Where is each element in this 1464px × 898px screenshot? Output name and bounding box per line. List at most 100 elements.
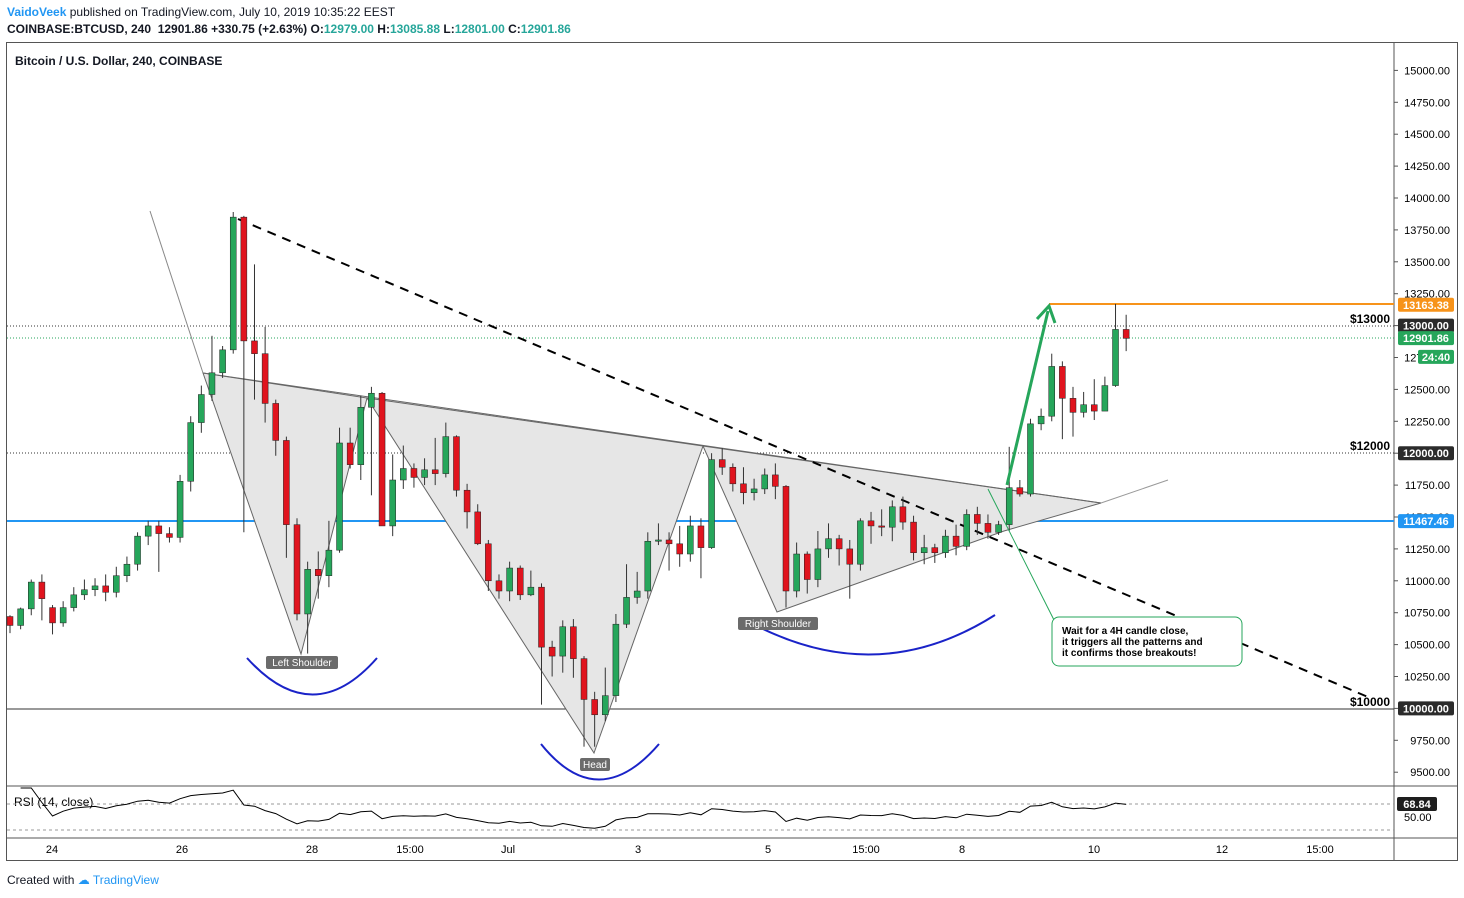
candle-body: [974, 514, 981, 524]
candle-body: [804, 553, 811, 580]
candle: [208, 335, 216, 401]
candle: [17, 607, 24, 630]
candle: [633, 571, 641, 604]
candle: [665, 532, 673, 571]
candle: [1005, 446, 1013, 532]
chart-frame: [6, 42, 1458, 861]
candle-body: [825, 538, 832, 550]
price-tag-label: 12000.00: [1403, 448, 1449, 460]
candle-body: [772, 474, 779, 487]
candle: [70, 587, 78, 612]
candle-body: [70, 594, 78, 608]
breakout-arrow-head: [1035, 303, 1057, 324]
candle-body: [59, 607, 67, 624]
candle-body: [1037, 415, 1045, 425]
candle-body: [113, 575, 120, 593]
close-label: C:: [508, 22, 521, 36]
candle: [516, 565, 524, 600]
annotation-pointer: [987, 488, 1055, 621]
candle: [261, 326, 269, 423]
annotation-box: [1051, 616, 1243, 667]
candle-body: [1048, 366, 1055, 417]
y-tick-label: 14000.00: [1404, 193, 1450, 205]
candle-body: [963, 514, 970, 547]
high-value: 13085.88: [389, 22, 441, 36]
close-value: 12901.86: [520, 22, 571, 36]
candle-body: [676, 543, 683, 555]
candle: [187, 416, 194, 492]
candle: [655, 523, 662, 546]
right-shoulder-label: Right Shoulder: [745, 619, 812, 630]
candle: [761, 468, 768, 495]
triangle-extension: [1100, 479, 1169, 504]
candle-body: [1091, 404, 1098, 412]
candle-body: [389, 479, 396, 527]
time-axis[interactable]: 24 26 28 15:00 Jul 3 5 15:00 8 10 12 15:00: [46, 844, 1334, 856]
candle-body: [81, 589, 88, 596]
candle-body: [1059, 366, 1066, 399]
candle-body: [304, 569, 311, 615]
candle-body: [1005, 487, 1013, 525]
candle-body: [697, 525, 705, 548]
candle: [49, 605, 56, 635]
candle-body: [28, 581, 35, 610]
candle: [708, 453, 715, 549]
candle-body: [548, 646, 556, 657]
candle: [1080, 391, 1087, 418]
candle: [846, 539, 854, 599]
price-tag-bg: [1398, 701, 1454, 716]
rsi-value: 68.84: [1403, 799, 1431, 811]
tradingview-logo-link[interactable]: ☁ TradingView: [77, 873, 159, 887]
candle-body: [421, 469, 428, 478]
x-tick-label: 12: [1216, 844, 1228, 856]
x-tick-label: 15:00: [852, 844, 880, 856]
left-shoulder-label-bg: [266, 656, 338, 669]
x-tick-label: 28: [306, 844, 318, 856]
footer: Created with ☁ TradingView: [7, 873, 159, 887]
candle: [942, 529, 949, 558]
candle-body: [506, 567, 513, 592]
candle: [123, 556, 131, 583]
candle-body: [644, 540, 652, 592]
right-shoulder-triangle: [702, 445, 1102, 613]
candle: [612, 613, 620, 703]
x-tick-label: 3: [635, 844, 641, 856]
ohlc-bar: COINBASE:BTCUSD, 240 12901.86 +330.75 (+…: [7, 22, 571, 36]
y-tick-label: 11250.00: [1405, 544, 1450, 556]
candle-body: [283, 440, 290, 525]
candle: [6, 615, 14, 634]
candle-body: [336, 442, 343, 551]
candle-body: [559, 626, 567, 657]
candle-body: [346, 442, 354, 465]
candle-body: [729, 466, 737, 485]
candle: [134, 532, 141, 571]
candle-body: [867, 520, 875, 527]
author-link[interactable]: VaidoVeek: [7, 5, 67, 19]
candle: [527, 570, 535, 597]
publish-info: VaidoVeek published on TradingView.com, …: [7, 5, 395, 19]
candle: [793, 542, 800, 598]
x-tick-label: 24: [46, 844, 58, 856]
candle: [463, 483, 471, 529]
candle-body: [187, 422, 194, 482]
footer-created: Created with: [7, 873, 75, 887]
candle-body: [708, 459, 715, 548]
candle: [1016, 479, 1024, 497]
price-change: +330.75 (+2.63%): [211, 22, 308, 36]
level-12000-label: $12000: [1350, 439, 1390, 453]
y-tick-label: 10750.00: [1404, 608, 1450, 620]
candle: [378, 391, 386, 527]
candle-body: [91, 585, 99, 590]
candle-body: [261, 353, 269, 404]
candle-body: [633, 590, 641, 598]
breakout-arrow: [1005, 310, 1050, 486]
price-tag-bg: [1398, 446, 1454, 461]
candle: [113, 566, 120, 598]
candle-body: [102, 585, 109, 593]
candle-body: [591, 699, 598, 716]
candle: [240, 215, 248, 533]
x-tick-label: 5: [765, 844, 771, 856]
price-axis[interactable]: 15000.00 14750.00 14500.00 14250.00 14000.00…: [1394, 65, 1450, 779]
candle-body: [123, 563, 131, 576]
